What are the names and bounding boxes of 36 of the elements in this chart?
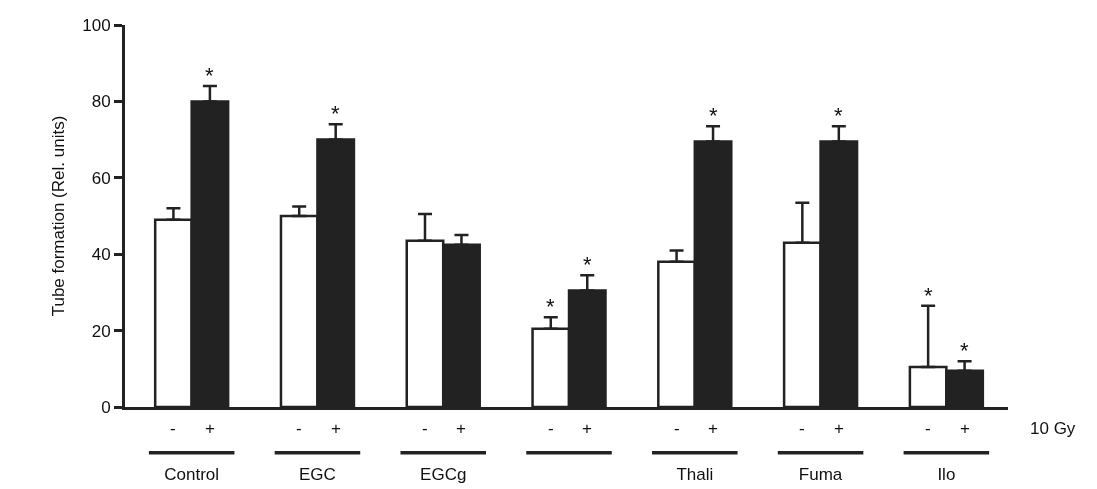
data-label: * — [834, 103, 843, 128]
text: + — [456, 419, 466, 438]
x-tick-label: Fuma — [798, 465, 843, 485]
x-tick-label: EGC — [299, 465, 336, 485]
data-label: * — [583, 252, 592, 277]
y-tick-label: 0 — [101, 397, 111, 417]
data-label: * — [709, 103, 718, 128]
text: 10 Gy — [1030, 419, 1076, 438]
data-label: * — [960, 338, 969, 363]
series-label: + — [205, 419, 215, 438]
text: + — [708, 419, 718, 438]
data-label: * — [205, 63, 214, 88]
y-tick-label: 100 — [82, 15, 111, 35]
data-label: * — [924, 283, 933, 308]
x-tick-label: Thali — [676, 465, 714, 485]
series-label: - — [170, 419, 176, 438]
text: + — [834, 419, 844, 438]
data-label: * — [546, 294, 555, 319]
text: + — [582, 419, 592, 438]
text: - — [674, 419, 680, 438]
x-tick-label: EGCg — [420, 465, 467, 485]
y-tick-label: 60 — [91, 168, 111, 188]
y-axis-title: Tube formation (Rel. units) — [48, 115, 68, 317]
text: - — [925, 419, 931, 438]
text: + — [960, 419, 970, 438]
y-tick-label: 40 — [91, 245, 111, 265]
text: - — [296, 419, 302, 438]
x-tick-label: Ilo — [937, 465, 956, 485]
x-tick-label: Control — [164, 465, 220, 485]
data-label: * — [331, 101, 340, 126]
y-tick-label: 20 — [91, 321, 111, 341]
text: - — [799, 419, 805, 438]
text: + — [331, 419, 341, 438]
y-tick-label: 80 — [91, 92, 111, 112]
text: - — [422, 419, 428, 438]
text: - — [548, 419, 554, 438]
